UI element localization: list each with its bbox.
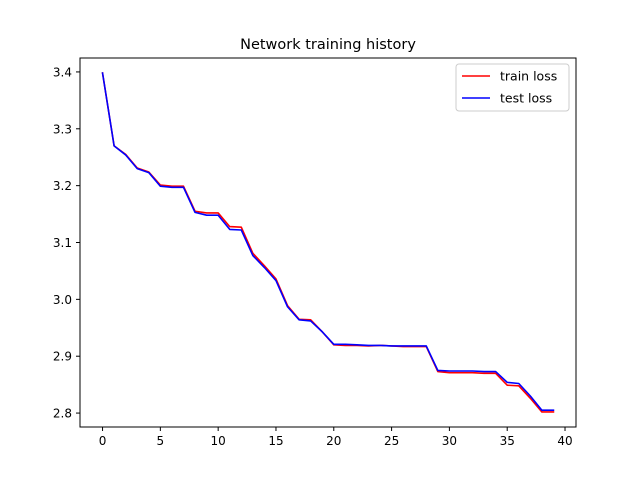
x-tick-label: 10 [211,434,226,448]
x-tick-label: 15 [268,434,283,448]
x-tick-label: 0 [99,434,107,448]
x-tick-label: 35 [500,434,515,448]
y-tick-label: 2.8 [53,407,72,421]
axes-frame [79,57,577,428]
y-tick-label: 3.1 [53,236,72,250]
chart-title: Network training history [240,37,416,53]
x-tick-label: 40 [557,434,572,448]
legend-label: test loss [500,91,552,106]
y-tick-label: 3.2 [53,179,72,193]
x-axis: 0 5 10 15 20 25 30 35 40 [99,427,573,448]
y-axis: 2.8 2.9 3.0 3.1 3.2 3.3 3.4 [53,65,80,421]
legend: train loss test loss [455,63,570,112]
x-tick-label: 25 [384,434,399,448]
series-line-test-loss [101,72,555,412]
y-tick-label: 3.0 [53,293,72,307]
x-tick-label: 5 [157,434,165,448]
y-tick-label: 2.9 [53,350,72,364]
series-layer [101,72,555,413]
y-tick-label: 3.3 [53,122,72,136]
x-tick-label: 20 [326,434,341,448]
x-tick-label: 30 [442,434,457,448]
y-tick-label: 3.4 [53,65,72,79]
legend-label: train loss [500,69,557,84]
